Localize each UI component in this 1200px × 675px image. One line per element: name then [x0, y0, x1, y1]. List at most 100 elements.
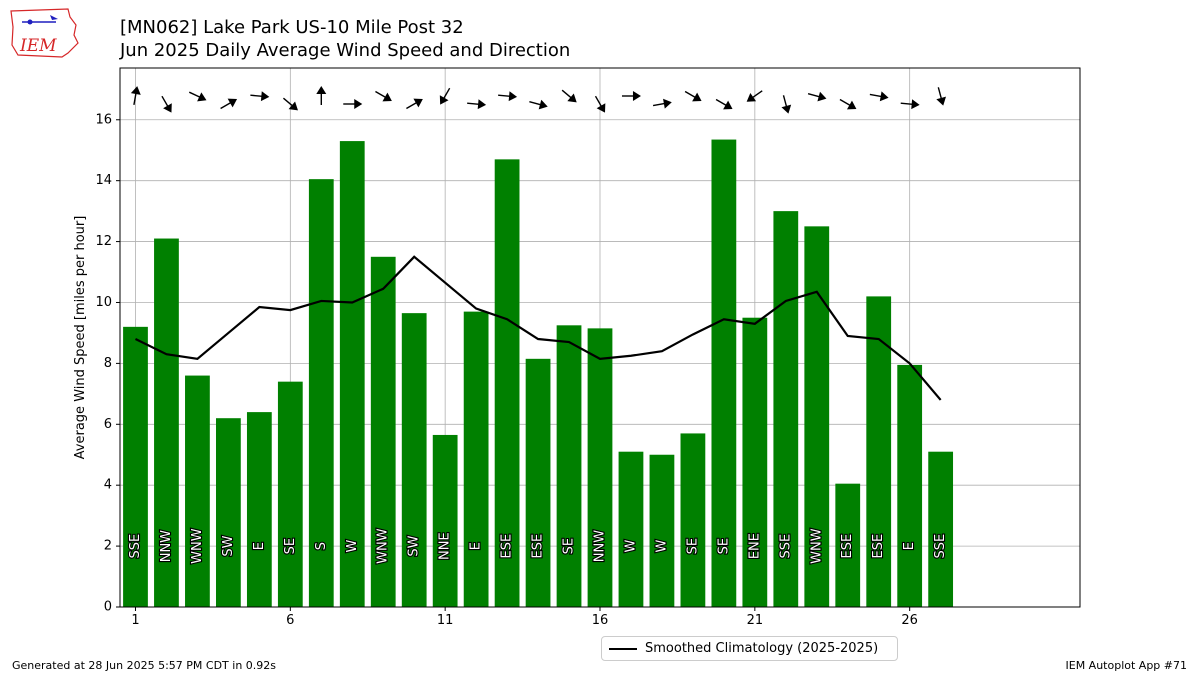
- y-tick-label: 6: [104, 417, 112, 432]
- bar: [804, 226, 830, 607]
- bar: [277, 381, 303, 607]
- wind-direction-arrow: [594, 95, 606, 113]
- direction-label: SE: [283, 538, 298, 554]
- x-tick-label: 11: [437, 613, 454, 628]
- wind-direction-arrow: [375, 90, 392, 102]
- arrow-shaft: [406, 101, 418, 110]
- bar: [185, 375, 210, 607]
- direction-label: WNW: [376, 528, 391, 564]
- direction-label: ESE: [531, 534, 546, 559]
- bar: [154, 238, 179, 607]
- arrow-shaft: [529, 100, 542, 106]
- wind-direction-arrow: [406, 98, 423, 110]
- direction-label: SE: [562, 538, 577, 554]
- arrow-head: [596, 103, 606, 113]
- arrow-shaft: [250, 94, 263, 97]
- y-tick-label: 4: [104, 478, 112, 493]
- bar: [618, 451, 644, 607]
- arrow-head: [746, 93, 757, 102]
- arrow-head: [567, 93, 577, 103]
- arrow-shaft: [443, 87, 451, 99]
- bar: [494, 159, 520, 607]
- bar: [339, 141, 365, 607]
- arrow-shaft: [807, 92, 820, 98]
- arrow-shaft: [220, 101, 232, 110]
- wind-direction-arrow: [561, 89, 577, 103]
- climatology-series-line: [134, 255, 942, 401]
- arrow-shaft: [282, 97, 294, 107]
- bar: [773, 211, 799, 607]
- arrow-shaft: [937, 87, 943, 100]
- direction-arrows: [130, 86, 946, 114]
- arrow-head: [439, 95, 449, 105]
- bar: [742, 317, 768, 607]
- arrow-head: [879, 91, 889, 102]
- wind-direction-arrow: [781, 95, 792, 114]
- direction-label: SW: [407, 535, 422, 556]
- arrow-head: [632, 91, 641, 101]
- direction-label: ENE: [747, 533, 762, 559]
- climatology-line: [134, 255, 942, 401]
- bar: [928, 451, 954, 607]
- bar: [463, 311, 489, 607]
- bar: [401, 313, 427, 607]
- bar: [897, 364, 923, 607]
- arrow-shaft: [188, 91, 201, 98]
- bar: [308, 179, 334, 607]
- arrow-shaft: [561, 89, 572, 99]
- arrow-head: [197, 92, 207, 102]
- direction-label: SSE: [128, 534, 143, 559]
- arrow-head: [936, 96, 946, 106]
- direction-labels: SSE NNW WNW SW E SE S W WNW SW NNE E ESE ESE SE NNW W W SE…: [127, 527, 949, 565]
- chart-subtitle: Jun 2025 Daily Average Wind Speed and Di…: [120, 40, 571, 61]
- wind-direction-arrow: [130, 86, 141, 105]
- direction-label: WNW: [190, 528, 205, 564]
- direction-label: ESE: [840, 534, 855, 559]
- y-axis-label: Average Wind Speed [miles per hour]: [73, 216, 88, 460]
- arrow-shaft: [782, 95, 788, 108]
- arrow-head: [817, 91, 827, 102]
- arrow-head: [288, 101, 298, 111]
- bar: [711, 139, 737, 608]
- arrow-head: [538, 99, 548, 110]
- arrow-shaft: [900, 102, 913, 105]
- chart-title: [MN062] Lake Park US-10 Mile Post 32: [120, 17, 464, 38]
- x-tick-label: 6: [286, 613, 294, 628]
- arrow-head: [692, 92, 702, 102]
- y-tick-label: 16: [95, 112, 112, 127]
- arrow-head: [477, 99, 487, 110]
- direction-label: ESE: [500, 534, 515, 559]
- arrow-shaft: [375, 90, 387, 99]
- bar: [587, 328, 613, 607]
- bar: [432, 434, 458, 607]
- arrow-head: [163, 103, 172, 113]
- arrow-head: [354, 99, 363, 109]
- direction-label: SSE: [933, 534, 948, 559]
- arrow-shaft: [133, 92, 137, 105]
- iem-logo: IEM: [10, 8, 79, 58]
- wind-direction-arrow: [621, 91, 641, 101]
- arrow-head: [316, 86, 327, 94]
- wind-direction-arrow: [529, 99, 548, 110]
- wind-direction-arrow: [746, 90, 763, 102]
- footer-generated: Generated at 28 Jun 2025 5:57 PM CDT in …: [12, 659, 277, 672]
- arrow-head: [911, 99, 920, 110]
- arrow-shaft: [594, 95, 603, 107]
- footer-app-id: IEM Autoplot App #71: [1065, 659, 1188, 672]
- bar: [370, 256, 396, 607]
- direction-label: NNW: [159, 530, 174, 562]
- direction-label: WNW: [809, 528, 824, 564]
- direction-label: E: [252, 542, 267, 550]
- arrow-shaft: [161, 95, 169, 107]
- direction-label: E: [902, 542, 917, 550]
- arrow-head: [130, 86, 141, 95]
- x-tick-label: 26: [901, 613, 918, 628]
- x-tick-label: 16: [592, 613, 609, 628]
- wind-direction-arrow: [807, 91, 827, 102]
- direction-label: W: [345, 540, 360, 553]
- arrow-shaft: [715, 98, 727, 107]
- x-tick-label: 1: [131, 613, 139, 628]
- bar: [123, 326, 148, 607]
- y-tick-label: 2: [104, 539, 112, 554]
